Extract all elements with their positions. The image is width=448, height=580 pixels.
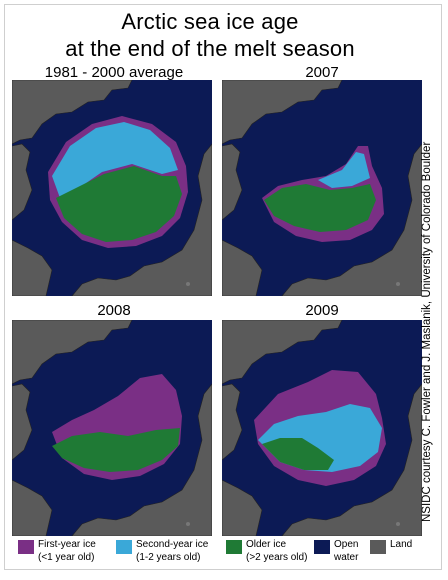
legend-label-second-year: Second-year ice — [136, 539, 209, 550]
land-greenland — [12, 143, 33, 221]
land-north-america — [222, 80, 343, 145]
land-europe — [12, 239, 53, 296]
map-average — [12, 80, 212, 296]
panel-label-average: 1981 - 2000 average — [44, 64, 184, 81]
credit-text: NSIDC courtesy C. Fowler and J. Maslanik… — [421, 141, 433, 522]
panel-label-2007: 2007 — [305, 64, 339, 81]
map-2009 — [222, 320, 422, 536]
land-europe — [222, 239, 263, 296]
pole-hole — [186, 282, 190, 286]
figure-title: Arctic sea ice age at the end of the mel… — [0, 8, 420, 62]
legend-sub-first-year: (<1 year old) — [38, 552, 95, 563]
panel-label-2008: 2008 — [97, 302, 131, 319]
legend-text-second-year: Second-year ice (1-2 years old) — [136, 538, 208, 564]
land-eurasia — [281, 143, 422, 296]
map-2009-svg — [222, 320, 422, 536]
legend-sub-second-year: (1-2 years old) — [136, 552, 201, 563]
legend-swatch-land — [370, 540, 386, 554]
legend: First-year ice (<1 year old) Second-year… — [18, 538, 428, 570]
land-europe — [12, 479, 53, 536]
pole-hole — [186, 522, 190, 526]
map-average-svg — [12, 80, 212, 296]
legend-swatch-older — [226, 540, 242, 554]
map-2008-svg — [12, 320, 212, 536]
legend-swatch-first-year — [18, 540, 34, 554]
ice-older — [262, 438, 334, 470]
legend-label-land: Land — [390, 539, 413, 550]
legend-text-first-year: First-year ice (<1 year old) — [38, 538, 96, 564]
legend-text-open-water: Open water — [334, 538, 358, 564]
pole-hole — [396, 522, 400, 526]
figure-frame — [4, 4, 442, 570]
legend-label-open-water: Open — [334, 539, 359, 550]
land-eurasia — [281, 383, 422, 536]
legend-sub-older: (>2 years old) — [246, 552, 308, 563]
map-2007 — [222, 80, 422, 296]
pole-hole — [396, 282, 400, 286]
legend-swatch-open-water — [314, 540, 330, 554]
land-eurasia — [71, 383, 212, 536]
ice-older — [52, 428, 180, 472]
legend-swatch-second-year — [116, 540, 132, 554]
ice-older — [56, 166, 182, 242]
land-greenland — [222, 143, 243, 221]
ice-second-year — [52, 122, 178, 198]
land-north-america — [12, 80, 133, 145]
legend-label-first-year: First-year ice — [38, 539, 96, 550]
map-2008 — [12, 320, 212, 536]
title-line-1: Arctic sea ice age — [121, 9, 299, 34]
ice-second-year — [318, 152, 370, 188]
panel-label-2009: 2009 — [305, 302, 339, 319]
land-eurasia — [71, 143, 212, 296]
legend-text-land: Land — [390, 538, 412, 551]
land-greenland — [222, 383, 243, 461]
land-greenland — [12, 383, 33, 461]
land-europe — [222, 479, 263, 536]
ice-older — [264, 184, 376, 232]
legend-label-older: Older ice — [246, 539, 287, 550]
legend-text-older: Older ice (>2 years old) — [246, 538, 307, 564]
legend-sub-open-water: water — [334, 552, 359, 563]
land-north-america — [222, 320, 343, 385]
map-2007-svg — [222, 80, 422, 296]
title-line-2: at the end of the melt season — [65, 36, 355, 61]
land-north-america — [12, 320, 133, 385]
